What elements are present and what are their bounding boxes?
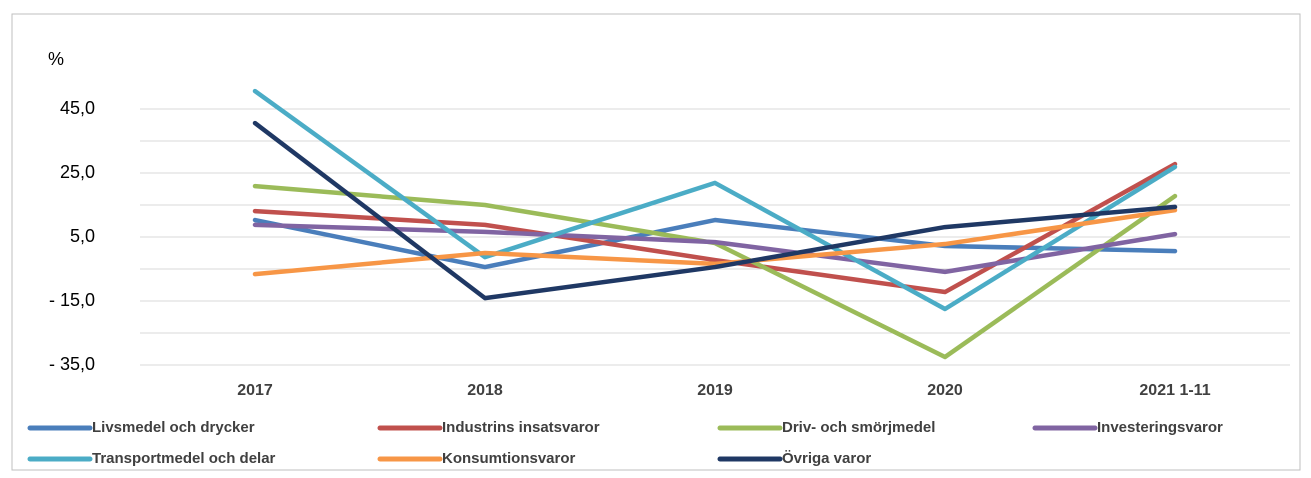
- legend-label: Investeringsvaror: [1097, 419, 1223, 436]
- series-line: [252, 161, 1178, 295]
- y-tick-label: 5,0: [70, 226, 95, 246]
- legend-label: Övriga varor: [782, 450, 871, 467]
- x-tick-label: 2020: [927, 382, 963, 399]
- legend-label: Driv- och smörjmedel: [782, 419, 935, 436]
- series-line: [252, 88, 1178, 312]
- x-tick-label: 2017: [237, 382, 273, 399]
- legend-label: Konsumtionsvaror: [442, 450, 576, 467]
- series-line: [252, 207, 1178, 277]
- x-tick-label: 2019: [697, 382, 733, 399]
- x-tick-label: 2021 1-11: [1139, 382, 1210, 399]
- chart-frame: [11, 13, 1301, 471]
- legend-label: Transportmedel och delar: [92, 450, 276, 467]
- series-line: [252, 120, 1178, 301]
- legend-label: Industrins insatsvaror: [442, 419, 600, 436]
- y-tick-label: 45,0: [60, 98, 95, 118]
- y-tick-label: - 35,0: [49, 354, 95, 374]
- x-tick-label: 2018: [467, 382, 503, 399]
- legend-label: Livsmedel och drycker: [92, 419, 255, 436]
- y-tick-label: - 15,0: [49, 290, 95, 310]
- y-axis-label: %: [48, 49, 64, 69]
- y-tick-label: 25,0: [60, 162, 95, 182]
